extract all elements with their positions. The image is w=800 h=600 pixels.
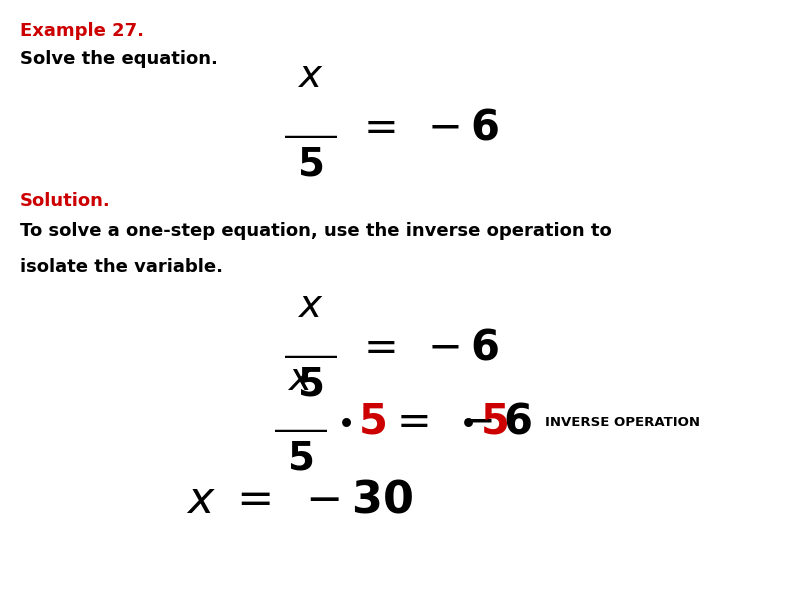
Text: $=\ -\mathbf{6}$: $=\ -\mathbf{6}$ [355,107,499,149]
Text: Solve the equation.: Solve the equation. [20,50,218,68]
Text: $\mathit{x}\ =\ -\mathbf{30}$: $\mathit{x}\ =\ -\mathbf{30}$ [186,479,414,521]
Text: INVERSE OPERATION: INVERSE OPERATION [545,415,700,428]
Text: $\bullet$: $\bullet$ [336,407,352,437]
Text: $\mathbf{5}$: $\mathbf{5}$ [287,440,313,478]
Text: $\mathbf{5}$: $\mathbf{5}$ [297,145,323,183]
Text: To solve a one-step equation, use the inverse operation to: To solve a one-step equation, use the in… [20,222,612,240]
Text: $\mathbf{5}$: $\mathbf{5}$ [358,401,386,443]
Text: $\mathbf{5}$: $\mathbf{5}$ [297,365,323,403]
Text: $\mathit{x}$: $\mathit{x}$ [297,287,323,325]
Text: isolate the variable.: isolate the variable. [20,258,223,276]
Text: $\bullet$: $\bullet$ [458,407,474,437]
Text: $=\ -\mathbf{6}$: $=\ -\mathbf{6}$ [355,327,499,369]
Text: $=\ -\mathbf{6}$: $=\ -\mathbf{6}$ [388,401,533,443]
Text: $\mathit{x}$: $\mathit{x}$ [297,57,323,95]
Text: $\mathit{x}$: $\mathit{x}$ [287,360,313,398]
Text: Solution.: Solution. [20,192,110,210]
Text: $\mathbf{5}$: $\mathbf{5}$ [480,401,508,443]
Text: Example 27.: Example 27. [20,22,144,40]
